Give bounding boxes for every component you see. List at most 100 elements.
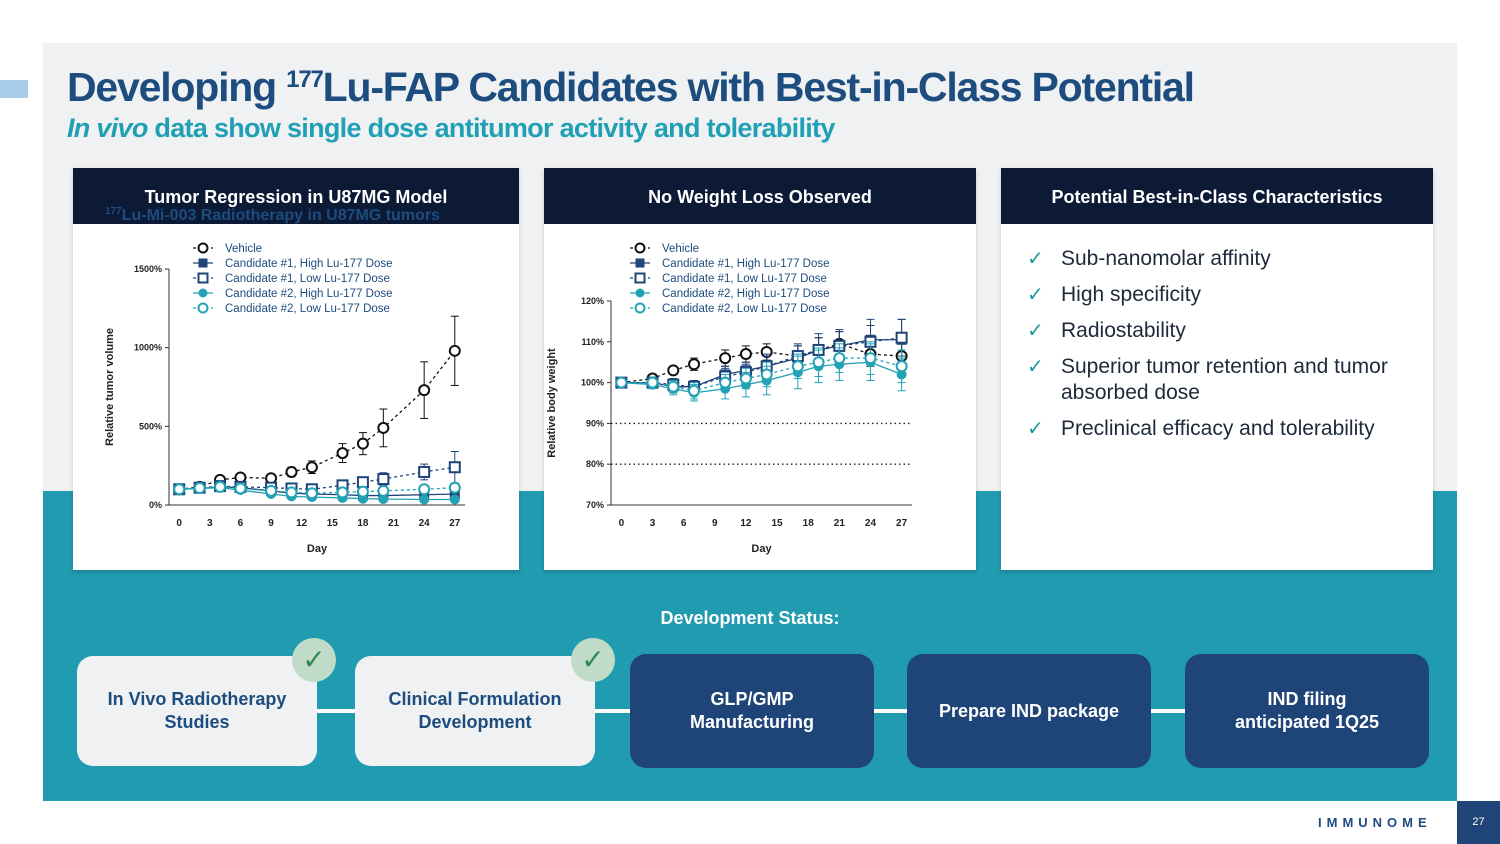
tumor-volume-chart: 177Lu-Mi-003 Radiotherapy in U87MG tumor… [104, 206, 465, 555]
y-axis-label: Relative body weight [546, 348, 558, 458]
accent-bar [0, 80, 28, 98]
status-step-ind-filing: IND filing anticipated 1Q25 [1185, 654, 1429, 768]
status-step-in-vivo: In Vivo Radiotherapy Studies [77, 656, 317, 766]
legend-label: Candidate #1, High Lu-177 Dose [662, 258, 830, 270]
series-5 [173, 480, 461, 500]
x-tick-label: 0 [176, 518, 182, 529]
checkmark-icon: ✓ [1027, 284, 1044, 306]
data-point [197, 242, 209, 254]
y-tick-label: 110% [581, 337, 604, 347]
data-point [173, 483, 186, 496]
y-axis-label: Relative tumor volume [104, 328, 116, 446]
series-5 [615, 341, 908, 400]
legend-label: Candidate #2, High Lu-177 Dose [662, 288, 830, 300]
data-point [812, 356, 825, 369]
x-tick-label: 3 [207, 518, 213, 529]
status-step-manufacturing: GLP/GMP Manufacturing [630, 654, 874, 768]
data-point [285, 465, 298, 478]
data-point [336, 486, 349, 499]
tumor-regression-panel: Tumor Regression in U87MG Model 177Lu-Mi… [73, 168, 519, 570]
list-item: ✓ Preclinical efficacy and tolerability [1027, 417, 1375, 440]
x-tick-label: 27 [449, 518, 461, 529]
data-point [197, 272, 209, 284]
data-point [214, 480, 227, 493]
data-point [285, 486, 298, 499]
data-point [193, 482, 206, 495]
x-axis-label: Day [307, 543, 328, 555]
x-tick-label: 3 [650, 518, 656, 529]
y-tick-label: 0% [149, 500, 162, 510]
data-point [635, 258, 645, 268]
list-item: ✓ Radiostability [1027, 319, 1186, 342]
data-point [449, 494, 460, 505]
legend-label: Vehicle [225, 243, 262, 255]
series-1 [615, 331, 908, 389]
y-tick-label: 500% [139, 421, 162, 431]
data-point [448, 461, 461, 474]
y-tick-label: 1000% [134, 343, 162, 353]
series-1 [173, 315, 461, 496]
data-point [418, 483, 431, 496]
legend-label: Candidate #2, Low Lu-177 Dose [225, 303, 390, 315]
data-point [356, 485, 369, 498]
chart-title-text: Lu-Mi-003 Radiotherapy in U87MG tumors [122, 207, 440, 224]
status-step-ind-package: Prepare IND package [907, 654, 1151, 768]
checkmark-icon: ✓ [1027, 418, 1044, 440]
data-point [688, 384, 701, 397]
characteristics-list: ✓ Sub-nanomolar affinity ✓ High specificit… [1027, 246, 1427, 452]
x-tick-label: 9 [268, 518, 274, 529]
chart-legend: Vehicle Candidate #1, High Lu-177 Dose Can… [193, 242, 393, 315]
data-point [667, 380, 680, 393]
list-item: ✓ Superior tumor retention and tumor abso… [1027, 355, 1388, 404]
x-tick-label: 18 [803, 518, 815, 529]
data-point [265, 484, 278, 497]
y-tick-label: 70% [586, 500, 604, 510]
x-tick-label: 9 [712, 518, 718, 529]
slide-subtitle: In vivo data show single dose antitumor … [67, 113, 835, 143]
x-tick-label: 21 [388, 518, 400, 529]
x-tick-label: 6 [238, 518, 244, 529]
y-tick-label: 120% [581, 296, 604, 306]
data-point [377, 421, 390, 434]
data-point [448, 481, 461, 494]
data-point [615, 376, 628, 389]
data-point [198, 258, 208, 268]
data-point [646, 376, 659, 389]
y-tick-label: 80% [586, 459, 604, 469]
data-point [895, 360, 908, 373]
data-point [791, 360, 804, 373]
chart-title: 177Lu-Mi-003 Radiotherapy in U87MG tumor… [105, 206, 440, 224]
data-point [234, 482, 247, 495]
data-point [719, 352, 732, 365]
development-status-label: Development Status: [660, 608, 840, 628]
data-point [198, 288, 208, 298]
y-tick-label: 1500% [134, 264, 162, 274]
x-tick-label: 24 [865, 518, 877, 529]
data-point [739, 372, 752, 385]
panel-header: No Weight Loss Observed [544, 168, 976, 224]
data-point [635, 288, 645, 298]
data-point [760, 368, 773, 381]
x-tick-label: 6 [681, 518, 687, 529]
x-tick-label: 15 [327, 518, 339, 529]
page-number: 27 [1457, 801, 1500, 844]
x-tick-label: 15 [772, 518, 784, 529]
completed-check-icon: ✓ [571, 638, 615, 682]
x-tick-label: 24 [419, 518, 431, 529]
data-point [634, 302, 646, 314]
data-point [336, 447, 349, 460]
data-point [864, 352, 877, 365]
panel-header: Tumor Regression in U87MG Model [73, 168, 519, 224]
data-point [448, 344, 461, 357]
data-point [634, 242, 646, 254]
checkmark-icon: ✓ [1027, 248, 1044, 270]
panel-header: Potential Best-in-Class Characteristics [1001, 168, 1433, 224]
status-step-formulation: Clinical Formulation Development [355, 656, 595, 766]
x-axis-label: Day [751, 543, 772, 555]
legend-label: Candidate #1, High Lu-177 Dose [225, 258, 393, 270]
completed-check-icon: ✓ [292, 638, 336, 682]
data-point [197, 302, 209, 314]
data-point [634, 272, 646, 284]
data-point [356, 437, 369, 450]
list-item: ✓ High specificity [1027, 283, 1202, 306]
